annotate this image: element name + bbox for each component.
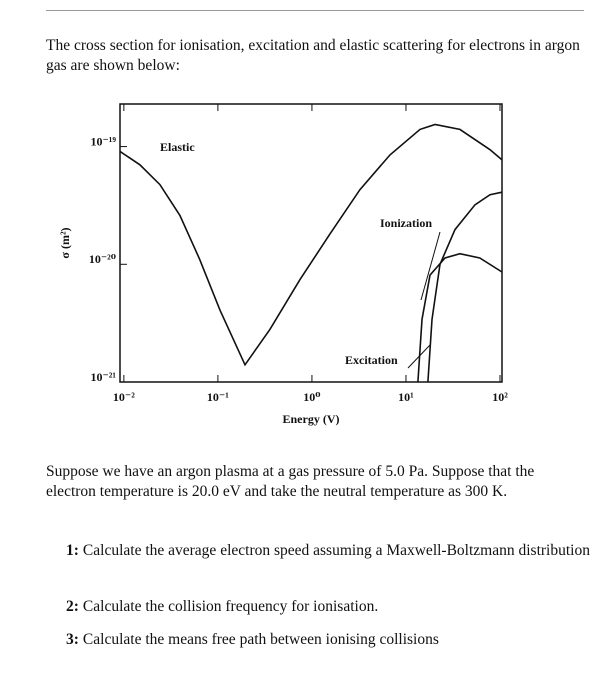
question-number: 1: (66, 542, 79, 559)
x-tick-label: 10⁻¹ (207, 390, 229, 404)
y-axis-label: σ (m²) (58, 227, 72, 258)
series-label: Excitation (345, 353, 398, 367)
y-tick-label: 10⁻²¹ (90, 370, 116, 384)
label-leader (420, 231, 441, 301)
series-line (119, 123, 503, 367)
x-tick-label: 10⁰ (303, 390, 320, 404)
x-axis-label: Energy (V) (283, 412, 340, 426)
y-tick-label: 10⁻²⁰ (89, 252, 116, 266)
series-label: Ionization (380, 216, 432, 230)
x-tick-label: 10² (492, 390, 508, 404)
top-rule (46, 10, 584, 11)
series-line (427, 191, 503, 383)
question-text: Calculate the collision frequency for io… (82, 598, 379, 615)
series-label: Elastic (160, 140, 195, 154)
x-tick-label: 10¹ (398, 390, 414, 404)
question-text: Calculate the average electron speed ass… (82, 542, 590, 559)
question-text: Calculate the means free path between io… (82, 631, 439, 648)
plot-frame (119, 103, 503, 383)
question: 1: Calculate the average electron speed a… (66, 541, 592, 561)
question-number: 3: (66, 631, 79, 648)
question: 2: Calculate the collision frequency for … (66, 597, 592, 617)
intro-text: The cross section for ionisation, excita… (46, 37, 580, 74)
problem-text: Suppose we have an argon plasma at a gas… (46, 463, 535, 500)
chart: σ (m²) Energy (V) 10⁻² 10⁻¹ 10⁰ 10¹ 10² 10⁻²¹… (58, 103, 508, 426)
series-line (417, 252, 503, 383)
question: 3: Calculate the means free path between … (66, 630, 592, 650)
question-number: 2: (66, 598, 79, 615)
y-tick-label: 10⁻¹⁹ (90, 134, 116, 148)
x-tick-label: 10⁻² (113, 390, 135, 404)
